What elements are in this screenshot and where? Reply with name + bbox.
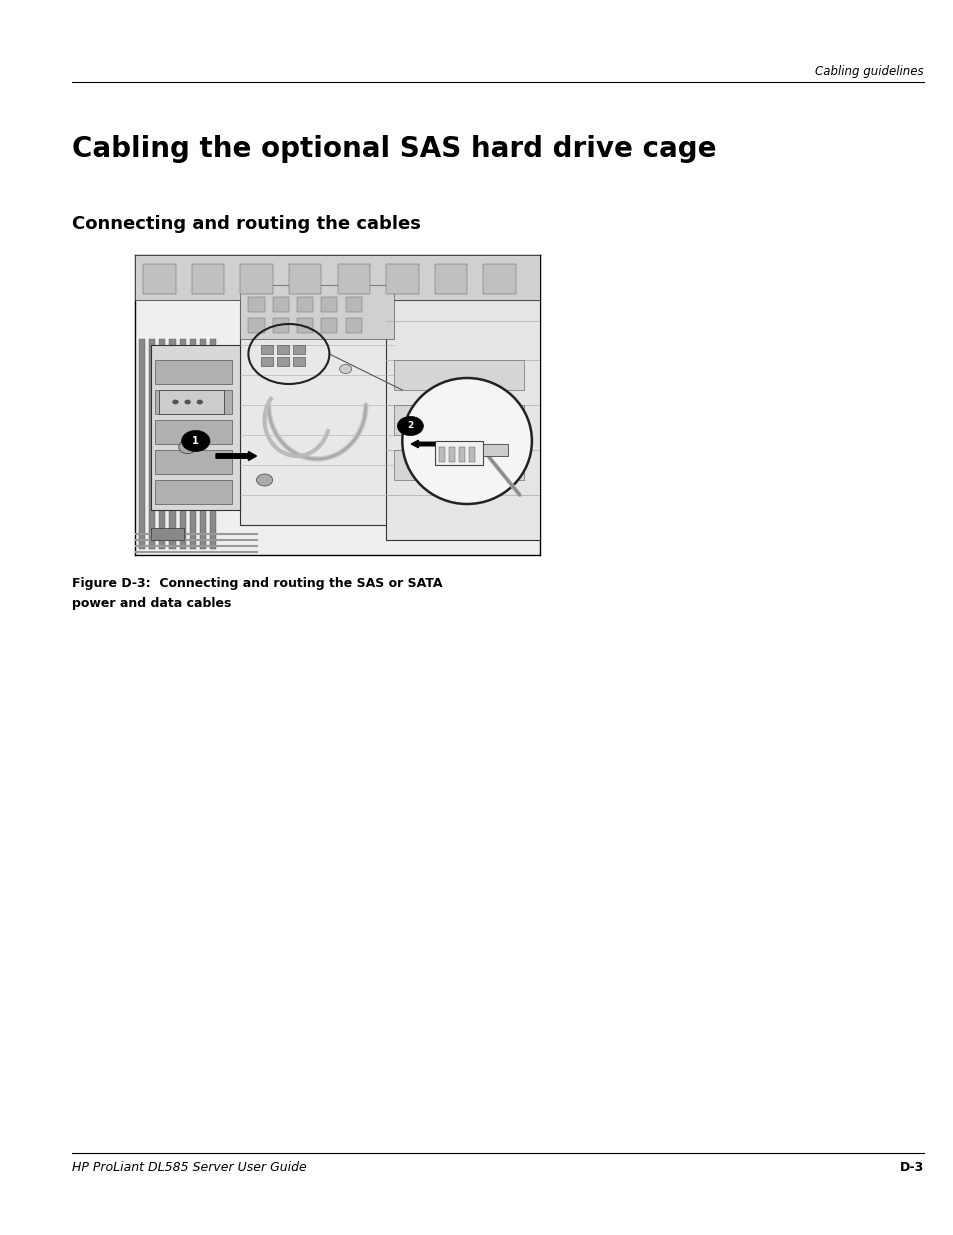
- Bar: [170, 338, 175, 550]
- Bar: [155, 450, 232, 474]
- Text: HP ProLiant DL585 Server User Guide: HP ProLiant DL585 Server User Guide: [71, 1161, 307, 1174]
- Bar: [151, 529, 183, 540]
- Bar: [394, 359, 523, 390]
- Bar: [345, 317, 361, 333]
- Bar: [321, 317, 337, 333]
- Bar: [240, 264, 273, 294]
- Circle shape: [172, 400, 178, 404]
- Circle shape: [256, 474, 273, 487]
- Bar: [449, 447, 455, 462]
- Bar: [159, 390, 224, 414]
- Bar: [276, 357, 289, 366]
- Bar: [155, 359, 232, 384]
- Bar: [199, 338, 206, 550]
- Bar: [190, 338, 195, 550]
- Text: Cabling the optional SAS hard drive cage: Cabling the optional SAS hard drive cage: [71, 135, 716, 163]
- Bar: [458, 447, 465, 462]
- Text: Figure D-3:  Connecting and routing the SAS or SATA: Figure D-3: Connecting and routing the S…: [71, 577, 442, 590]
- Text: Connecting and routing the cables: Connecting and routing the cables: [71, 215, 420, 233]
- Bar: [159, 338, 165, 550]
- Text: Cabling guidelines: Cabling guidelines: [815, 65, 923, 78]
- Bar: [240, 285, 394, 338]
- Bar: [337, 264, 370, 294]
- Text: 2: 2: [407, 421, 413, 431]
- Bar: [273, 317, 289, 333]
- Bar: [179, 338, 186, 550]
- Bar: [273, 296, 289, 312]
- Text: power and data cables: power and data cables: [71, 597, 232, 610]
- Circle shape: [181, 431, 210, 452]
- Circle shape: [397, 416, 423, 436]
- Bar: [149, 338, 155, 550]
- Bar: [293, 357, 305, 366]
- Bar: [483, 264, 516, 294]
- Bar: [248, 296, 264, 312]
- Bar: [155, 480, 232, 504]
- Bar: [276, 345, 289, 354]
- Bar: [143, 264, 175, 294]
- Bar: [155, 390, 232, 414]
- Bar: [483, 445, 507, 456]
- Bar: [260, 345, 273, 354]
- Bar: [321, 296, 337, 312]
- Bar: [345, 296, 361, 312]
- Circle shape: [185, 400, 191, 404]
- FancyArrow shape: [411, 440, 435, 448]
- Bar: [438, 447, 444, 462]
- Bar: [386, 264, 418, 294]
- Bar: [293, 345, 305, 354]
- Bar: [435, 264, 467, 294]
- Bar: [135, 254, 539, 300]
- Bar: [469, 447, 475, 462]
- Bar: [260, 357, 273, 366]
- Text: 1: 1: [193, 436, 199, 446]
- Bar: [296, 317, 313, 333]
- Bar: [192, 264, 224, 294]
- Ellipse shape: [402, 378, 532, 504]
- Bar: [394, 450, 523, 480]
- Bar: [139, 338, 145, 550]
- Bar: [394, 405, 523, 435]
- Bar: [151, 345, 240, 510]
- FancyArrow shape: [215, 452, 256, 461]
- Circle shape: [196, 400, 202, 404]
- Bar: [289, 264, 321, 294]
- Bar: [435, 441, 483, 466]
- Circle shape: [178, 441, 196, 453]
- Bar: [296, 296, 313, 312]
- Circle shape: [339, 364, 352, 373]
- Bar: [248, 317, 264, 333]
- Bar: [240, 285, 394, 525]
- Bar: [210, 338, 215, 550]
- Bar: [386, 300, 539, 540]
- Text: D-3: D-3: [899, 1161, 923, 1174]
- Bar: [155, 420, 232, 445]
